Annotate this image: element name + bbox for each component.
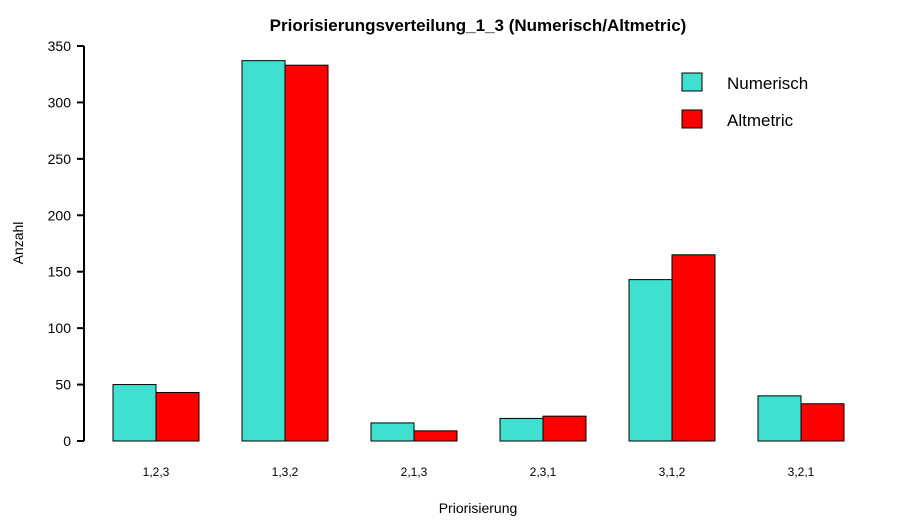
bar-groups (112, 60, 845, 442)
legend-swatch-altmetric (681, 109, 703, 129)
y-tick-label: 350 (48, 38, 72, 54)
y-tick-label: 0 (63, 433, 71, 449)
bar-numerisch-4 (628, 279, 673, 442)
bar-numerisch-1 (241, 60, 286, 442)
y-tick-label: 50 (55, 377, 71, 393)
x-category-label: 1,3,2 (272, 465, 299, 479)
bar-numerisch-5 (757, 395, 802, 442)
bar-numerisch-3 (499, 417, 544, 442)
x-category-label: 3,1,2 (659, 465, 686, 479)
bar-altmetric-1 (284, 64, 329, 442)
bar-numerisch-2 (370, 422, 415, 442)
x-axis-category-labels: 1,2,3 1,3,2 2,1,3 2,3,1 3,1,2 3,2,1 (143, 465, 815, 479)
bar-altmetric-3 (542, 415, 587, 442)
legend-swatch-numerisch (681, 72, 703, 92)
x-category-label: 2,1,3 (401, 465, 428, 479)
x-category-label: 2,3,1 (530, 465, 557, 479)
bar-altmetric-2 (413, 430, 458, 442)
bar-numerisch-0 (112, 384, 157, 442)
legend-label-numerisch: Numerisch (727, 74, 808, 93)
x-category-label: 3,2,1 (788, 465, 815, 479)
y-axis-ticks: 0 50 100 150 200 250 300 350 (48, 38, 84, 449)
x-category-label: 1,2,3 (143, 465, 170, 479)
y-axis-title: Anzahl (10, 222, 26, 265)
bar-altmetric-4 (671, 254, 716, 442)
bar-altmetric-0 (155, 391, 200, 442)
y-tick-label: 100 (48, 320, 72, 336)
bar-altmetric-5 (800, 403, 845, 442)
y-tick-label: 200 (48, 207, 72, 223)
y-tick-label: 150 (48, 264, 72, 280)
chart-title: Priorisierungsverteilung_1_3 (Numerisch/… (270, 16, 687, 35)
y-tick-label: 250 (48, 151, 72, 167)
legend-label-altmetric: Altmetric (727, 111, 794, 130)
legend: Numerisch Altmetric (681, 72, 808, 130)
y-tick-label: 300 (48, 94, 72, 110)
x-axis-title: Priorisierung (439, 500, 518, 516)
